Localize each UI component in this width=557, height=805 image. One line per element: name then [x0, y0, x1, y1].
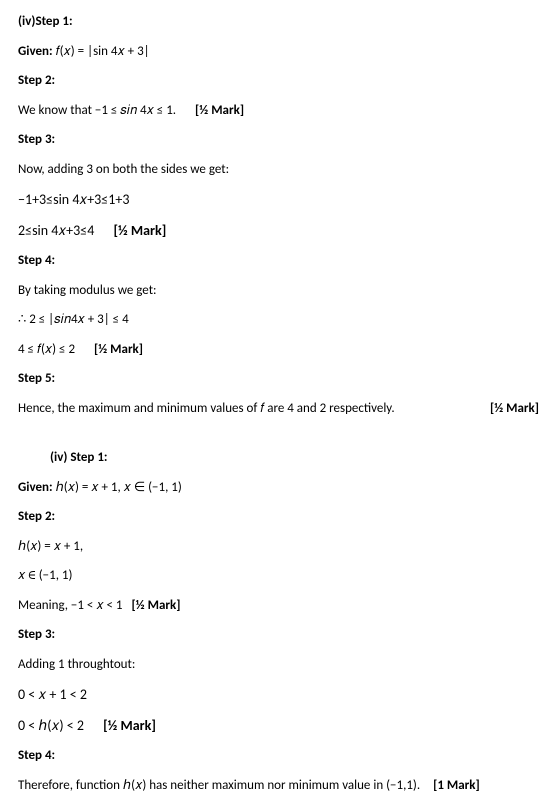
p1-mark-half-1: [½ Mark] [195, 103, 244, 118]
p1-given-expr: 𝑓(𝑥) = |sin 4𝑥 + 3| [56, 44, 150, 59]
p2-meaning: Meaning, −1 < 𝑥 < 1 [18, 598, 123, 613]
p1-mark-half-2: [½ Mark] [113, 222, 166, 239]
p1-add3-text: Now, adding 3 on both the sides we get: [18, 160, 539, 180]
p1-step1-label: (iv)Step 1: [18, 12, 539, 32]
p2-step2-label: Step 2: [18, 507, 539, 527]
p2-add1: Adding 1 throughtout: [18, 655, 539, 675]
p2-step4-label: Step 4: [18, 746, 539, 766]
p1-eq1: −1+3≤sin 4𝑥+3≤1+3 [18, 189, 539, 210]
p2-conclusion-line: Therefore, function ℎ(𝑥) has neither max… [18, 776, 539, 796]
p1-eq2-line: 2≤sin 4𝑥+3≤4 [½ Mark] [18, 220, 539, 241]
p2-meaning-line: Meaning, −1 < 𝑥 < 1 [½ Mark] [18, 596, 539, 616]
p1-step2-label: Step 2: [18, 71, 539, 91]
p2-h2: 𝑥 ∈ (−1, 1) [18, 566, 539, 586]
p2-eq2: 0 < ℎ(𝑥) < 2 [18, 717, 84, 734]
p1-modulus-text: By taking modulus we get: [18, 281, 539, 301]
p2-step3-label: Step 3: [18, 625, 539, 645]
p2-given-label: Given: [18, 480, 56, 495]
p1-conclusion-line: Hence, the maximum and minimum values of… [18, 399, 539, 419]
p2-mark-half-1: [½ Mark] [131, 598, 180, 613]
p1-given-line: Given: 𝑓(𝑥) = |sin 4𝑥 + 3| [18, 42, 539, 62]
p2-step1-label: (iv) Step 1: [50, 448, 539, 468]
p1-eq2: 2≤sin 4𝑥+3≤4 [18, 222, 94, 239]
p1-eq4-line: 4 ≤ 𝑓(𝑥) ≤ 2 [½ Mark] [18, 340, 539, 360]
p1-eq3: ∴ 2 ≤ |𝑠𝑖𝑛4𝑥 + 3| ≤ 4 [18, 310, 539, 330]
p2-h1: ℎ(𝑥) = 𝑥 + 1, [18, 537, 539, 557]
p1-step3-label: Step 3: [18, 130, 539, 150]
p1-step4-label: Step 4: [18, 251, 539, 271]
p2-eq2-line: 0 < ℎ(𝑥) < 2 [½ Mark] [18, 715, 539, 736]
p1-mark-half-4: [½ Mark] [490, 399, 539, 419]
spacer-1 [18, 436, 539, 448]
p1-step5-label: Step 5: [18, 369, 539, 389]
p1-know-text: We know that −1 ≤ 𝑠𝑖𝑛 4𝑥 ≤ 1. [18, 103, 176, 118]
p1-given-label: Given: [18, 44, 56, 59]
p2-given-expr: ℎ(𝑥) = 𝑥 + 1, 𝑥 ∈ (−1, 1) [56, 480, 182, 495]
p2-mark-half-2: [½ Mark] [103, 717, 156, 734]
p1-know-line: We know that −1 ≤ 𝑠𝑖𝑛 4𝑥 ≤ 1. [½ Mark] [18, 101, 539, 121]
p1-conclusion: Hence, the maximum and minimum values of… [18, 401, 395, 416]
p1-mark-half-3: [½ Mark] [94, 342, 143, 357]
p2-mark-1: [1 Mark] [433, 778, 480, 793]
p1-eq4: 4 ≤ 𝑓(𝑥) ≤ 2 [18, 342, 75, 357]
p2-given-line: Given: ℎ(𝑥) = 𝑥 + 1, 𝑥 ∈ (−1, 1) [18, 478, 539, 498]
p2-conclusion: Therefore, function ℎ(𝑥) has neither max… [18, 778, 420, 793]
p2-eq1: 0 < 𝑥 + 1 < 2 [18, 684, 539, 705]
